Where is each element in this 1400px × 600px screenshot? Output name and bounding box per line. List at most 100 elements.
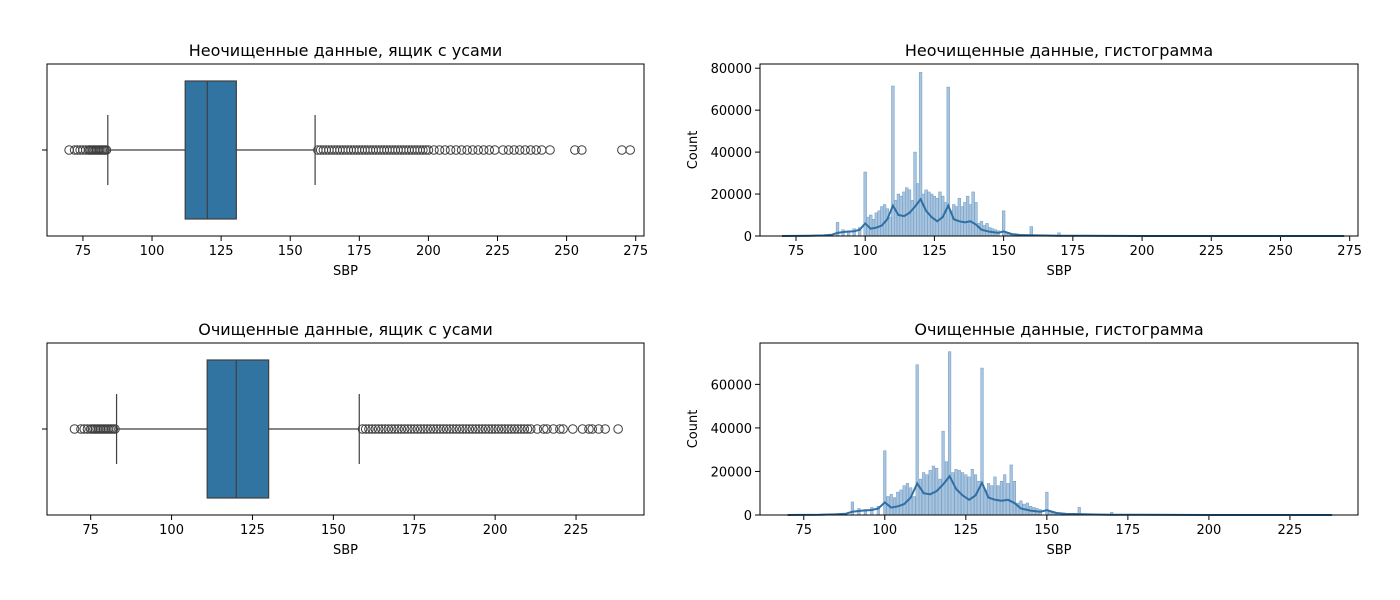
histogram-bar bbox=[1003, 474, 1007, 516]
x-tick-label: 275 bbox=[1337, 244, 1362, 259]
clean-histogram-panel: Очищенные данные, гистограмма 75 100 125 15… bbox=[686, 320, 1359, 558]
y-tick-label: 20000 bbox=[711, 188, 752, 203]
outlier-point bbox=[474, 424, 484, 434]
raw-histogram-title: Неочищенные данные, гистограмма bbox=[905, 41, 1213, 60]
kde-line bbox=[782, 197, 1345, 237]
outlier-point bbox=[577, 424, 588, 434]
histogram-bar bbox=[921, 193, 925, 237]
outlier-point bbox=[402, 424, 413, 434]
raw-boxplot-panel: Неочищенные данные, ящик с усами 75 100 12… bbox=[42, 41, 648, 279]
clean-histogram-title: Очищенные данные, гистограмма bbox=[914, 320, 1203, 339]
outlier-point bbox=[390, 424, 400, 434]
outlier-point bbox=[480, 424, 491, 434]
outlier-point bbox=[415, 424, 426, 434]
raw-boxplot-title: Неочищенные данные, ящик с усами bbox=[189, 41, 503, 60]
clean-boxplot-frame bbox=[46, 342, 645, 516]
outlier-point bbox=[373, 424, 384, 434]
outlier-point bbox=[496, 424, 507, 434]
outlier-point bbox=[82, 424, 93, 434]
raw-histogram-ylabel: Count bbox=[686, 131, 701, 170]
outlier-point bbox=[506, 424, 517, 434]
outlier-point bbox=[383, 424, 394, 434]
outlier-point bbox=[509, 145, 519, 155]
outlier-point bbox=[457, 424, 468, 434]
outlier-point bbox=[438, 424, 449, 434]
outlier-point bbox=[432, 424, 442, 434]
histogram-bar bbox=[902, 191, 906, 237]
outlier-point bbox=[570, 145, 580, 155]
x-tick-label: 100 bbox=[140, 244, 165, 259]
outlier-point bbox=[451, 424, 462, 434]
clean-boxplot-panel: Очищенные данные, ящик с усами 75 100 125 1… bbox=[42, 320, 645, 558]
outlier-point bbox=[357, 424, 368, 434]
x-tick-label: 150 bbox=[278, 244, 303, 259]
outlier-point bbox=[600, 424, 610, 434]
histogram-bar bbox=[999, 481, 1004, 516]
histogram-bar bbox=[902, 485, 906, 516]
outlier-point bbox=[522, 424, 533, 434]
outlier-point bbox=[461, 424, 471, 434]
outlier-point bbox=[625, 145, 635, 155]
histogram-bar bbox=[883, 450, 887, 516]
clean-histogram-xlabel: SBP bbox=[1046, 543, 1071, 558]
histogram-bar bbox=[1045, 491, 1049, 516]
y-tick-label: 0 bbox=[744, 509, 752, 524]
histogram-bar bbox=[850, 501, 854, 516]
outlier-point bbox=[399, 424, 410, 434]
histogram-bar bbox=[899, 489, 903, 516]
histogram-bar bbox=[941, 430, 945, 516]
histogram-bar bbox=[946, 86, 950, 237]
outlier-point bbox=[490, 424, 500, 434]
outlier-point bbox=[503, 145, 514, 155]
outlier-point bbox=[406, 424, 416, 434]
y-tick-label: 60000 bbox=[711, 104, 752, 119]
x-tick-label: 150 bbox=[321, 523, 346, 538]
histogram-bar bbox=[948, 351, 952, 516]
x-tick-label: 75 bbox=[788, 244, 805, 259]
outlier-point bbox=[377, 424, 387, 434]
outlier-point bbox=[423, 145, 434, 155]
outlier-point bbox=[418, 145, 428, 155]
x-tick-label: 100 bbox=[159, 523, 184, 538]
outlier-point bbox=[445, 424, 455, 434]
outlier-point bbox=[367, 424, 377, 434]
histogram-bar bbox=[874, 212, 878, 237]
outlier-point bbox=[568, 424, 578, 434]
histogram-bar bbox=[957, 197, 961, 237]
y-tick-label: 40000 bbox=[711, 422, 752, 437]
outlier-point bbox=[513, 424, 523, 434]
histogram-bar bbox=[885, 208, 889, 237]
histogram-bar bbox=[954, 469, 958, 516]
x-tick-label: 175 bbox=[1115, 523, 1140, 538]
raw-histogram-panel: Неочищенные данные, гистограмма 75 100 125… bbox=[686, 41, 1362, 279]
outlier-point bbox=[79, 424, 90, 434]
y-tick-label: 80000 bbox=[711, 62, 752, 77]
outlier-point bbox=[498, 145, 508, 155]
outlier-point bbox=[386, 424, 397, 434]
outlier-point bbox=[360, 424, 371, 434]
y-tick-label: 0 bbox=[744, 230, 752, 245]
clean-histogram-ylabel: Count bbox=[686, 410, 701, 449]
outlier-point bbox=[473, 145, 483, 155]
histogram-bar bbox=[894, 200, 898, 237]
outlier-point bbox=[542, 424, 552, 434]
outlier-point bbox=[525, 424, 536, 434]
histogram-bar bbox=[863, 171, 867, 237]
outlier-point bbox=[532, 424, 543, 434]
raw-histogram-frame bbox=[759, 63, 1359, 237]
outlier-point bbox=[462, 145, 472, 155]
histogram-bar bbox=[889, 494, 893, 516]
histogram-bar bbox=[935, 197, 939, 237]
y-tick-label: 60000 bbox=[711, 378, 752, 393]
outlier-point bbox=[516, 424, 526, 434]
raw-boxplot-xlabel: SBP bbox=[333, 264, 358, 279]
outlier-point bbox=[587, 424, 598, 434]
histogram-bar bbox=[909, 487, 913, 516]
x-tick-label: 125 bbox=[240, 523, 265, 538]
histogram-bar bbox=[968, 204, 973, 237]
histogram-bar bbox=[971, 191, 975, 237]
histogram-bar bbox=[915, 364, 919, 516]
histogram-bar bbox=[974, 202, 978, 237]
histogram-bar bbox=[990, 485, 994, 516]
x-tick-label: 250 bbox=[1268, 244, 1293, 259]
